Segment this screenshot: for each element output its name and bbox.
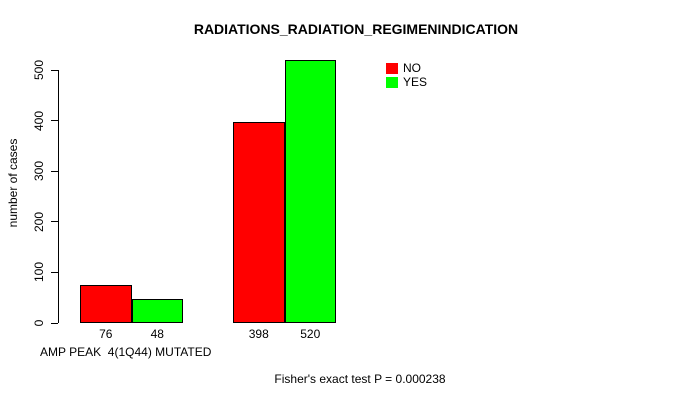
bar-value-label: 520 — [300, 327, 321, 341]
y-axis-tick — [51, 221, 58, 223]
y-axis-tick-label: 200 — [32, 211, 46, 232]
chart-title: RADIATIONS_RADIATION_REGIMENINDICATION — [193, 21, 519, 37]
y-axis-tick — [51, 120, 58, 122]
y-axis-tick — [51, 69, 58, 71]
y-axis-label: number of cases — [6, 138, 20, 228]
bar-no-group1 — [80, 284, 132, 323]
p-value-annotation: Fisher's exact test P = 0.000238 — [274, 372, 446, 386]
legend-swatch-yes — [386, 77, 398, 88]
y-axis-tick-label: 300 — [32, 161, 46, 182]
legend-label: YES — [403, 75, 428, 89]
y-axis-tick-label: 100 — [32, 262, 46, 283]
y-axis-tick-label: 500 — [32, 59, 46, 81]
x-axis-label: AMP PEAK 4(1Q44) MUTATED — [40, 345, 212, 359]
y-axis-tick — [51, 322, 58, 324]
legend-label: NO — [403, 61, 421, 75]
bar-value-label: 398 — [248, 327, 269, 341]
bar-yes-group1 — [131, 298, 183, 323]
legend-item-yes: YES — [386, 76, 427, 89]
y-axis-tick-label: 400 — [32, 110, 46, 131]
legend: NO YES — [386, 62, 427, 90]
y-axis-line — [58, 70, 59, 323]
bar-no-group2 — [233, 121, 285, 323]
y-axis-tick — [51, 170, 58, 172]
bar-value-label: 76 — [99, 327, 113, 341]
bar-value-label: 48 — [150, 327, 164, 341]
legend-swatch-no — [386, 63, 398, 74]
y-axis-tick — [51, 271, 58, 273]
legend-item-no: NO — [386, 62, 427, 75]
y-axis-tick-label: 0 — [32, 319, 46, 327]
bar-yes-group2 — [284, 59, 336, 323]
